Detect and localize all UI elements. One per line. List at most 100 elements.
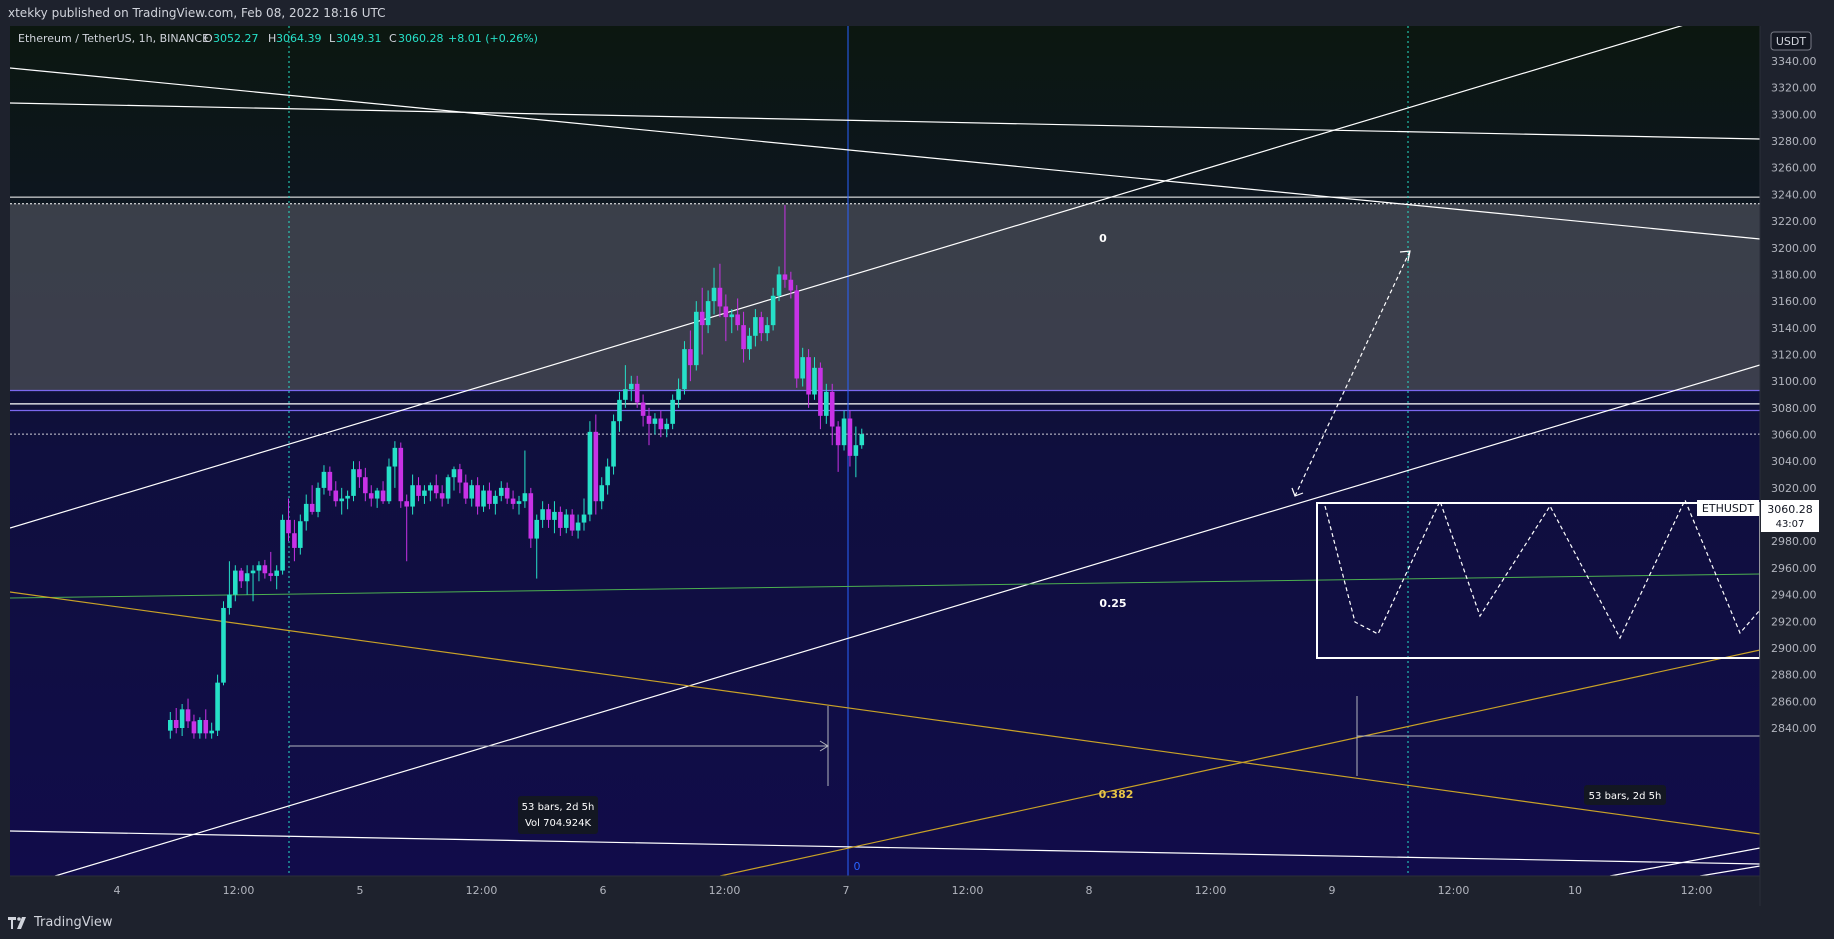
candle-body (812, 367, 817, 395)
price-tick-label: 3060.00 (1771, 429, 1817, 442)
symbol-price-tag-label: ETHUSDT (1702, 502, 1754, 515)
price-tick-label: 2960.00 (1771, 562, 1817, 575)
high-label: H (268, 32, 276, 45)
candle-body (711, 287, 717, 302)
candle-body (688, 349, 693, 366)
publisher-bar: xtekky published on TradingView.com, Feb… (0, 0, 1834, 26)
candle-body (782, 274, 788, 280)
vertical-line-label: 0 (854, 860, 861, 873)
candle-body (581, 514, 587, 523)
price-tick-label: 3080.00 (1771, 402, 1817, 415)
candle-body (800, 357, 805, 379)
symbol-price-tag (1697, 500, 1759, 516)
candle-body (298, 521, 303, 548)
candle-body (729, 314, 735, 318)
price-tick-label: 3220.00 (1771, 215, 1817, 228)
projected-zigzag-path (1324, 498, 1760, 640)
candle-body (759, 317, 764, 334)
plot-background (10, 26, 1760, 876)
candle-body (404, 501, 409, 507)
candle-body (457, 469, 463, 483)
candle-body (439, 493, 445, 499)
price-tick-label: 3040.00 (1771, 455, 1817, 468)
candle-body (753, 317, 758, 336)
candle-body (640, 402, 646, 416)
candle-body (250, 570, 256, 574)
price-tick-label: 2920.00 (1771, 615, 1817, 628)
candle-body (587, 431, 593, 515)
price-chart[interactable]: 3340.00 3320.00 3300.00 3280.00 3260.00 3240.… (0, 26, 1834, 906)
candle-body (227, 594, 232, 608)
low-label: L (329, 32, 336, 45)
projected-breakout-path (1294, 250, 1411, 497)
date-range-bars: 53 bars, 2d 5h (522, 802, 595, 813)
price-tick-label: 3340.00 (1771, 55, 1817, 68)
price-tick-label: 2860.00 (1771, 695, 1817, 708)
brand[interactable]: TradingView (8, 915, 113, 930)
symbol-label[interactable]: Ethereum / TetherUS, 1h, BINANCE (18, 32, 209, 45)
candle-body (522, 493, 528, 502)
upper-descending-trendline (10, 67, 1760, 240)
candle-body (286, 519, 291, 534)
candle-body (676, 389, 681, 400)
candle-body (422, 490, 427, 496)
candle-body (386, 466, 392, 502)
lower-right-trendline-2 (1699, 865, 1760, 876)
time-axis[interactable]: 4 12:00 5 12:00 6 12:00 7 12:00 8 12:00 9 12:00 10 12… (10, 875, 1760, 897)
fib-level-0382: 0.382 (1099, 788, 1134, 801)
candle-body (705, 301, 711, 326)
price-tick-label: 3180.00 (1771, 268, 1817, 281)
candle-body (623, 389, 628, 400)
candle-body (628, 383, 634, 390)
price-tick-label: 3160.00 (1771, 295, 1817, 308)
candle-body (433, 485, 439, 494)
currency-badge[interactable] (1770, 31, 1812, 51)
ascending-channel-top (10, 26, 1683, 529)
candle-body (256, 565, 262, 571)
time-tick-label: 7 (843, 884, 850, 897)
time-tick-label: 6 (600, 884, 607, 897)
candle-body (770, 295, 776, 326)
fib-level-025: 0.25 (1099, 597, 1126, 610)
candle-body (528, 493, 534, 539)
date-range-bars-2: 53 bars, 2d 5h (1589, 791, 1662, 802)
price-tick-label: 2980.00 (1771, 535, 1817, 548)
candle-body (280, 519, 285, 571)
date-range-box-2 (1584, 785, 1666, 805)
currency-label: USDT (1776, 35, 1807, 48)
candle-body (185, 709, 191, 722)
candle-body (693, 311, 699, 366)
candle-body (741, 325, 746, 350)
candle-body (292, 533, 297, 548)
candle-body (221, 607, 226, 683)
candle-body (723, 306, 729, 318)
price-tick-label: 3320.00 (1771, 82, 1817, 95)
candle-body (327, 471, 333, 491)
time-tick-label: 12:00 (1681, 884, 1713, 897)
ohlc-legend: Ethereum / TetherUS, 1h, BINANCE O 3052.… (18, 32, 538, 45)
price-axis[interactable]: 3340.00 3320.00 3300.00 3280.00 3260.00 3240.… (1759, 26, 1817, 906)
price-tick-label: 3020.00 (1771, 482, 1817, 495)
candle-body (351, 469, 356, 496)
candle-body (747, 335, 752, 350)
candle-body (428, 485, 433, 491)
candle-body (363, 477, 368, 494)
low-value: 3049.31 (336, 32, 382, 45)
breakout-arrowtail (1291, 487, 1304, 497)
time-tick-label: 5 (357, 884, 364, 897)
candle-body (303, 503, 309, 522)
candle-body (806, 357, 811, 395)
candle-body (463, 482, 469, 499)
countdown-value: 43:07 (1776, 519, 1805, 530)
candle-body (274, 570, 279, 576)
price-tick-label: 2880.00 (1771, 669, 1817, 682)
time-tick-label: 12:00 (223, 884, 255, 897)
candle-body (664, 423, 670, 430)
candle-body (558, 511, 563, 528)
candle-body (197, 719, 203, 734)
candle-body (469, 485, 475, 499)
price-tick-label: 3100.00 (1771, 375, 1817, 388)
candle-body (658, 418, 664, 430)
candle-body (262, 565, 268, 574)
change-value: +8.01 (+0.26%) (448, 32, 538, 45)
